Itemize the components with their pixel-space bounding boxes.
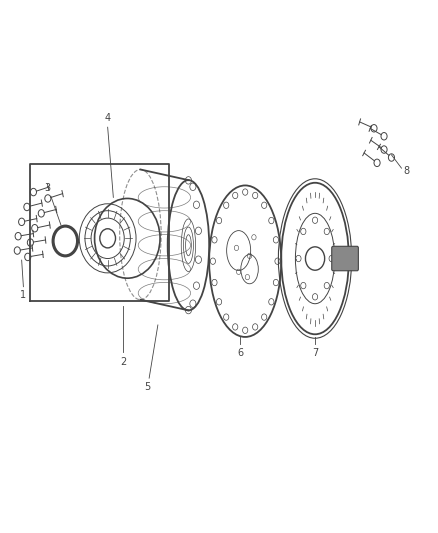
Text: 6: 6 <box>237 348 243 358</box>
Text: 2: 2 <box>120 357 126 367</box>
Text: 8: 8 <box>403 166 410 176</box>
Text: 4: 4 <box>105 113 111 123</box>
FancyBboxPatch shape <box>332 246 358 271</box>
Text: 3: 3 <box>45 183 51 193</box>
Text: 1: 1 <box>20 290 26 301</box>
Text: 5: 5 <box>144 382 150 392</box>
Text: 7: 7 <box>312 348 318 358</box>
